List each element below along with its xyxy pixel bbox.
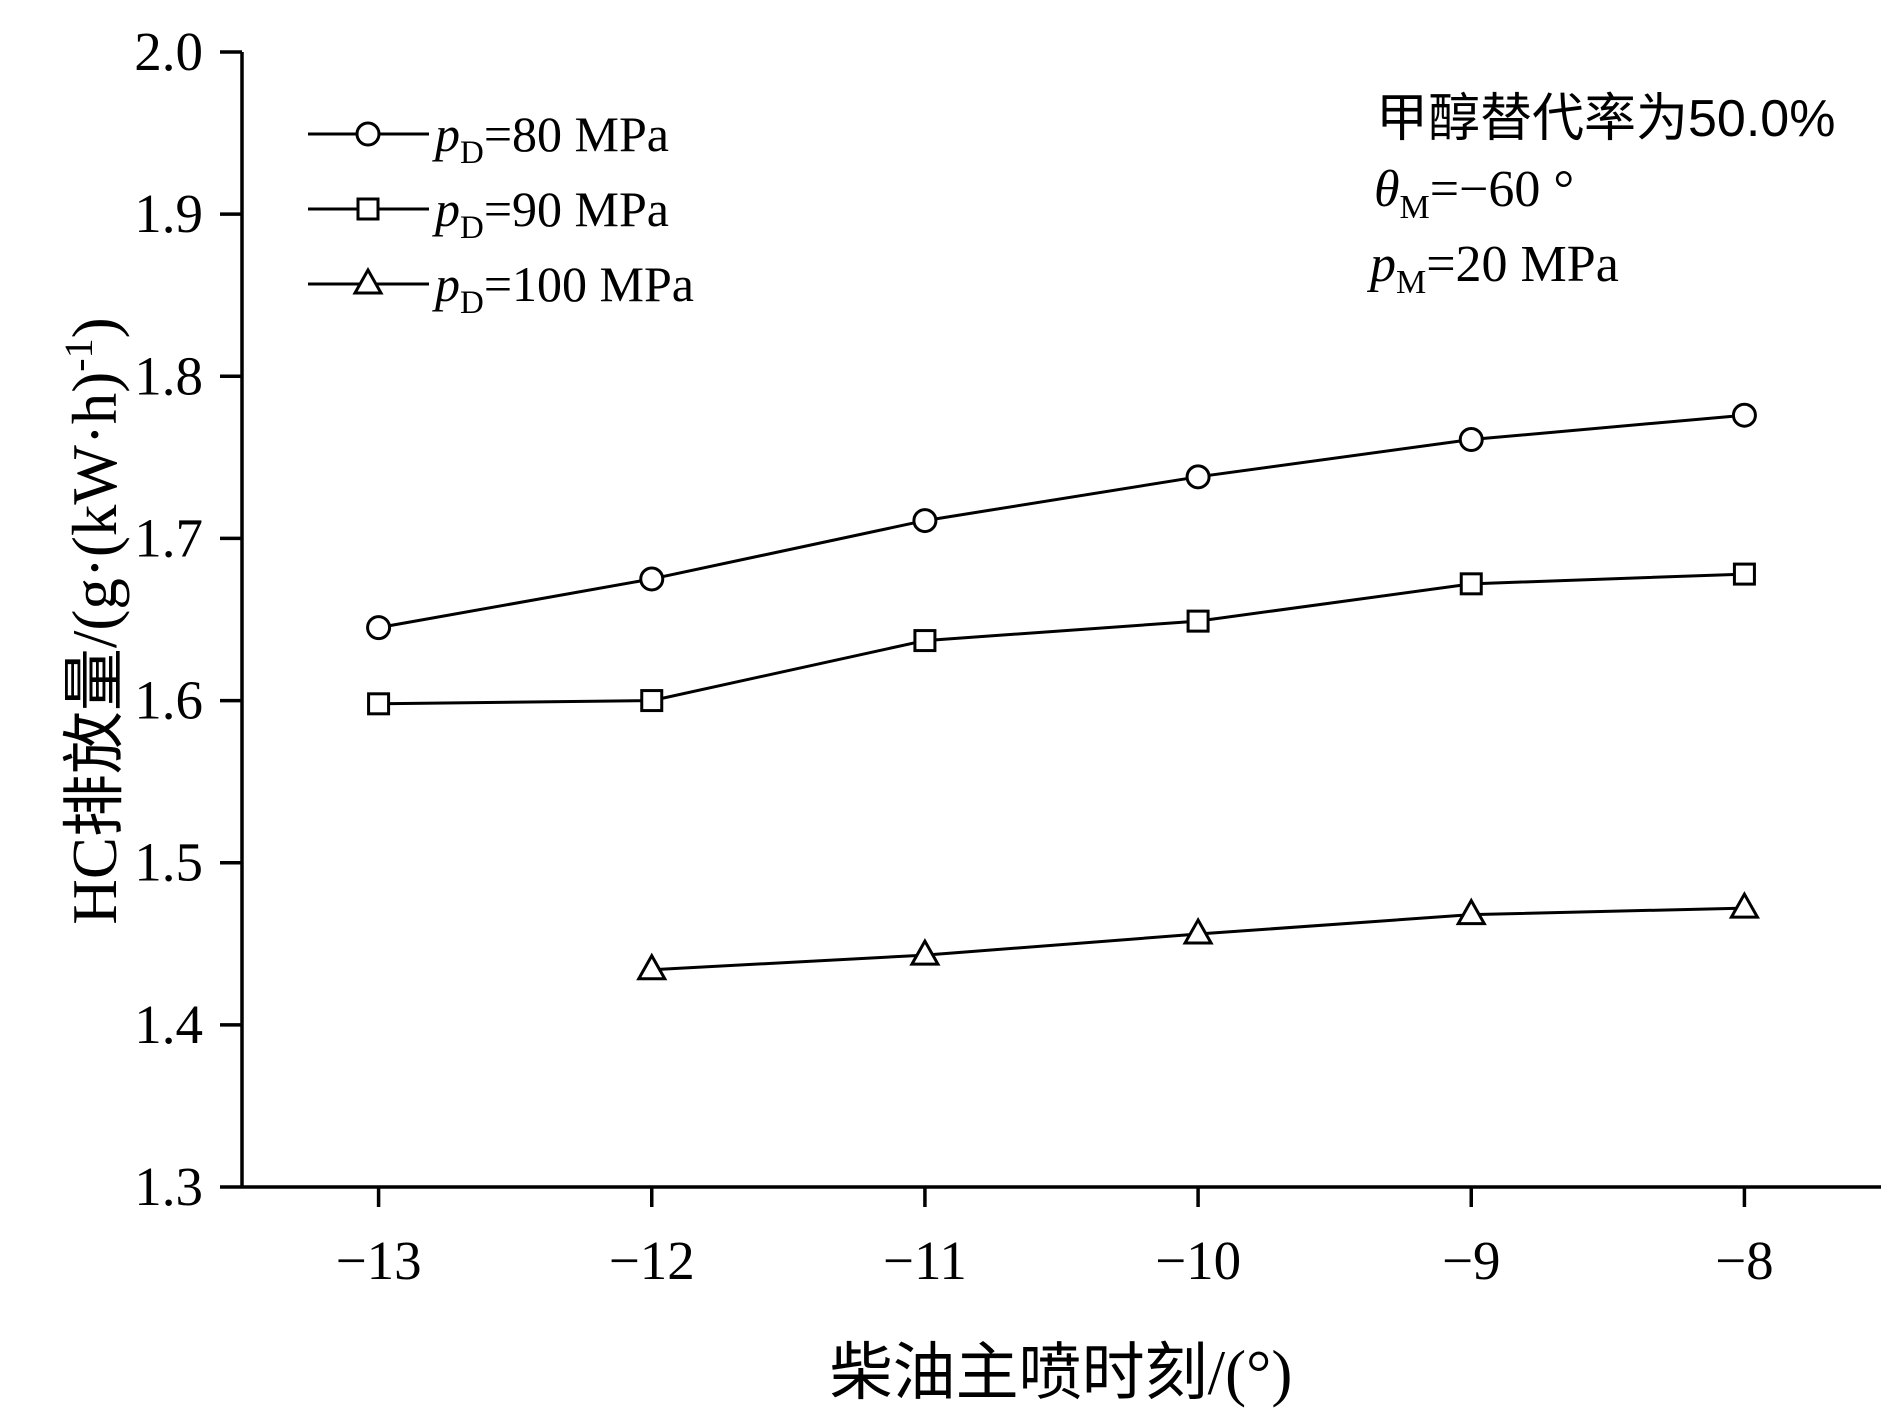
legend-label-value: =100 MPa: [484, 256, 694, 312]
x-tick-label: −13: [336, 1230, 422, 1291]
legend-square-marker-icon: [356, 197, 380, 221]
series-100mpa: [636, 891, 1760, 981]
y-tick-label: 1.6: [134, 670, 203, 731]
data-point-90mpa: [367, 692, 391, 716]
data-point-90mpa: [1732, 562, 1756, 586]
data-point-100mpa: [636, 952, 668, 981]
x-tick-label: −10: [1155, 1230, 1241, 1291]
y-axis-title-tail: ): [60, 317, 130, 338]
data-point-80mpa: [1458, 427, 1484, 453]
legend-label-value: =90 MPa: [484, 181, 669, 237]
x-axis-title: 柴油主喷时刻/(°): [830, 1338, 1293, 1408]
x-tick-label: −9: [1442, 1230, 1501, 1291]
annotation-symbol: θ: [1374, 161, 1400, 218]
annotation-subscript: M: [1400, 189, 1430, 226]
series-90mpa: [367, 562, 1756, 716]
data-point-90mpa: [1459, 572, 1483, 596]
legend-label-value: =80 MPa: [484, 106, 669, 162]
y-tick-label: 1.5: [134, 832, 203, 893]
y-tick-label: 1.8: [134, 345, 203, 406]
legend-label-subscript: D: [460, 285, 484, 321]
data-point-100mpa: [1455, 897, 1487, 926]
y-tick-label: 2.0: [134, 21, 203, 82]
y-tick-label: 1.7: [134, 507, 203, 568]
annotation-methanol-injection-pressure: pM=20 MPa: [1366, 236, 1619, 301]
legend-item-100mpa: pD=100 MPa: [308, 256, 694, 321]
data-point-90mpa: [640, 689, 664, 713]
y-axis-title-main: HC排放量/(g·(kW·h): [60, 372, 130, 925]
legend-item-90mpa: pD=90 MPa: [308, 181, 669, 246]
legend-label: pD=100 MPa: [432, 256, 694, 321]
annotation-methanol-substitution-rate: 甲醇替代率为50.0%: [1376, 90, 1835, 148]
annotation-symbol: p: [1366, 236, 1396, 293]
legend-label: pD=80 MPa: [432, 106, 669, 171]
legend-circle-marker-icon: [355, 121, 381, 147]
plot-series: [366, 402, 1760, 981]
axes: 1.3 1.4 1.5 1.6 1.7 1.8 1.9 2.0 −13 −12 −11 −10 −9 −8: [134, 21, 1881, 1291]
series-line-90mpa: [378, 572, 1745, 706]
x-tick-label: −11: [883, 1230, 967, 1291]
data-point-80mpa: [366, 615, 392, 641]
y-tick-label: 1.3: [134, 1156, 203, 1217]
data-point-80mpa: [912, 508, 938, 534]
data-point-90mpa: [1186, 609, 1210, 633]
y-axis-title: HC排放量/(g·(kW·h)-1): [56, 317, 130, 924]
data-point-80mpa: [639, 566, 665, 592]
data-point-80mpa: [1185, 464, 1211, 490]
annotation-value: =20 MPa: [1426, 236, 1619, 293]
series-line-80mpa: [378, 413, 1745, 630]
data-point-100mpa: [1728, 891, 1760, 919]
series-80mpa: [366, 402, 1757, 641]
annotation-methanol-injection-angle: θM=−60 °: [1374, 161, 1574, 226]
legend-triangle-marker-icon: [352, 266, 384, 295]
legend-label-subscript: D: [460, 135, 484, 171]
legend-item-80mpa: pD=80 MPa: [308, 106, 669, 171]
y-axis-title-superscript: -1: [56, 338, 101, 371]
data-point-90mpa: [913, 629, 937, 653]
data-point-100mpa: [1182, 917, 1214, 945]
annotation-value: =−60 °: [1430, 161, 1574, 218]
x-tick-label: −12: [609, 1230, 695, 1291]
data-point-100mpa: [909, 938, 941, 966]
y-tick-label: 1.9: [134, 183, 203, 244]
legend-label-subscript: D: [460, 210, 484, 246]
y-tick-label: 1.4: [134, 994, 203, 1055]
data-point-80mpa: [1731, 402, 1757, 428]
legend-label-symbol: p: [432, 106, 460, 162]
annotation-block: 甲醇替代率为50.0% θM=−60 ° pM=20 MPa: [1366, 90, 1835, 301]
annotation-subscript: M: [1396, 264, 1426, 301]
legend-label-symbol: p: [432, 256, 460, 312]
legend-label-symbol: p: [432, 181, 460, 237]
legend-label: pD=90 MPa: [432, 181, 669, 246]
x-tick-label: −8: [1715, 1230, 1774, 1291]
